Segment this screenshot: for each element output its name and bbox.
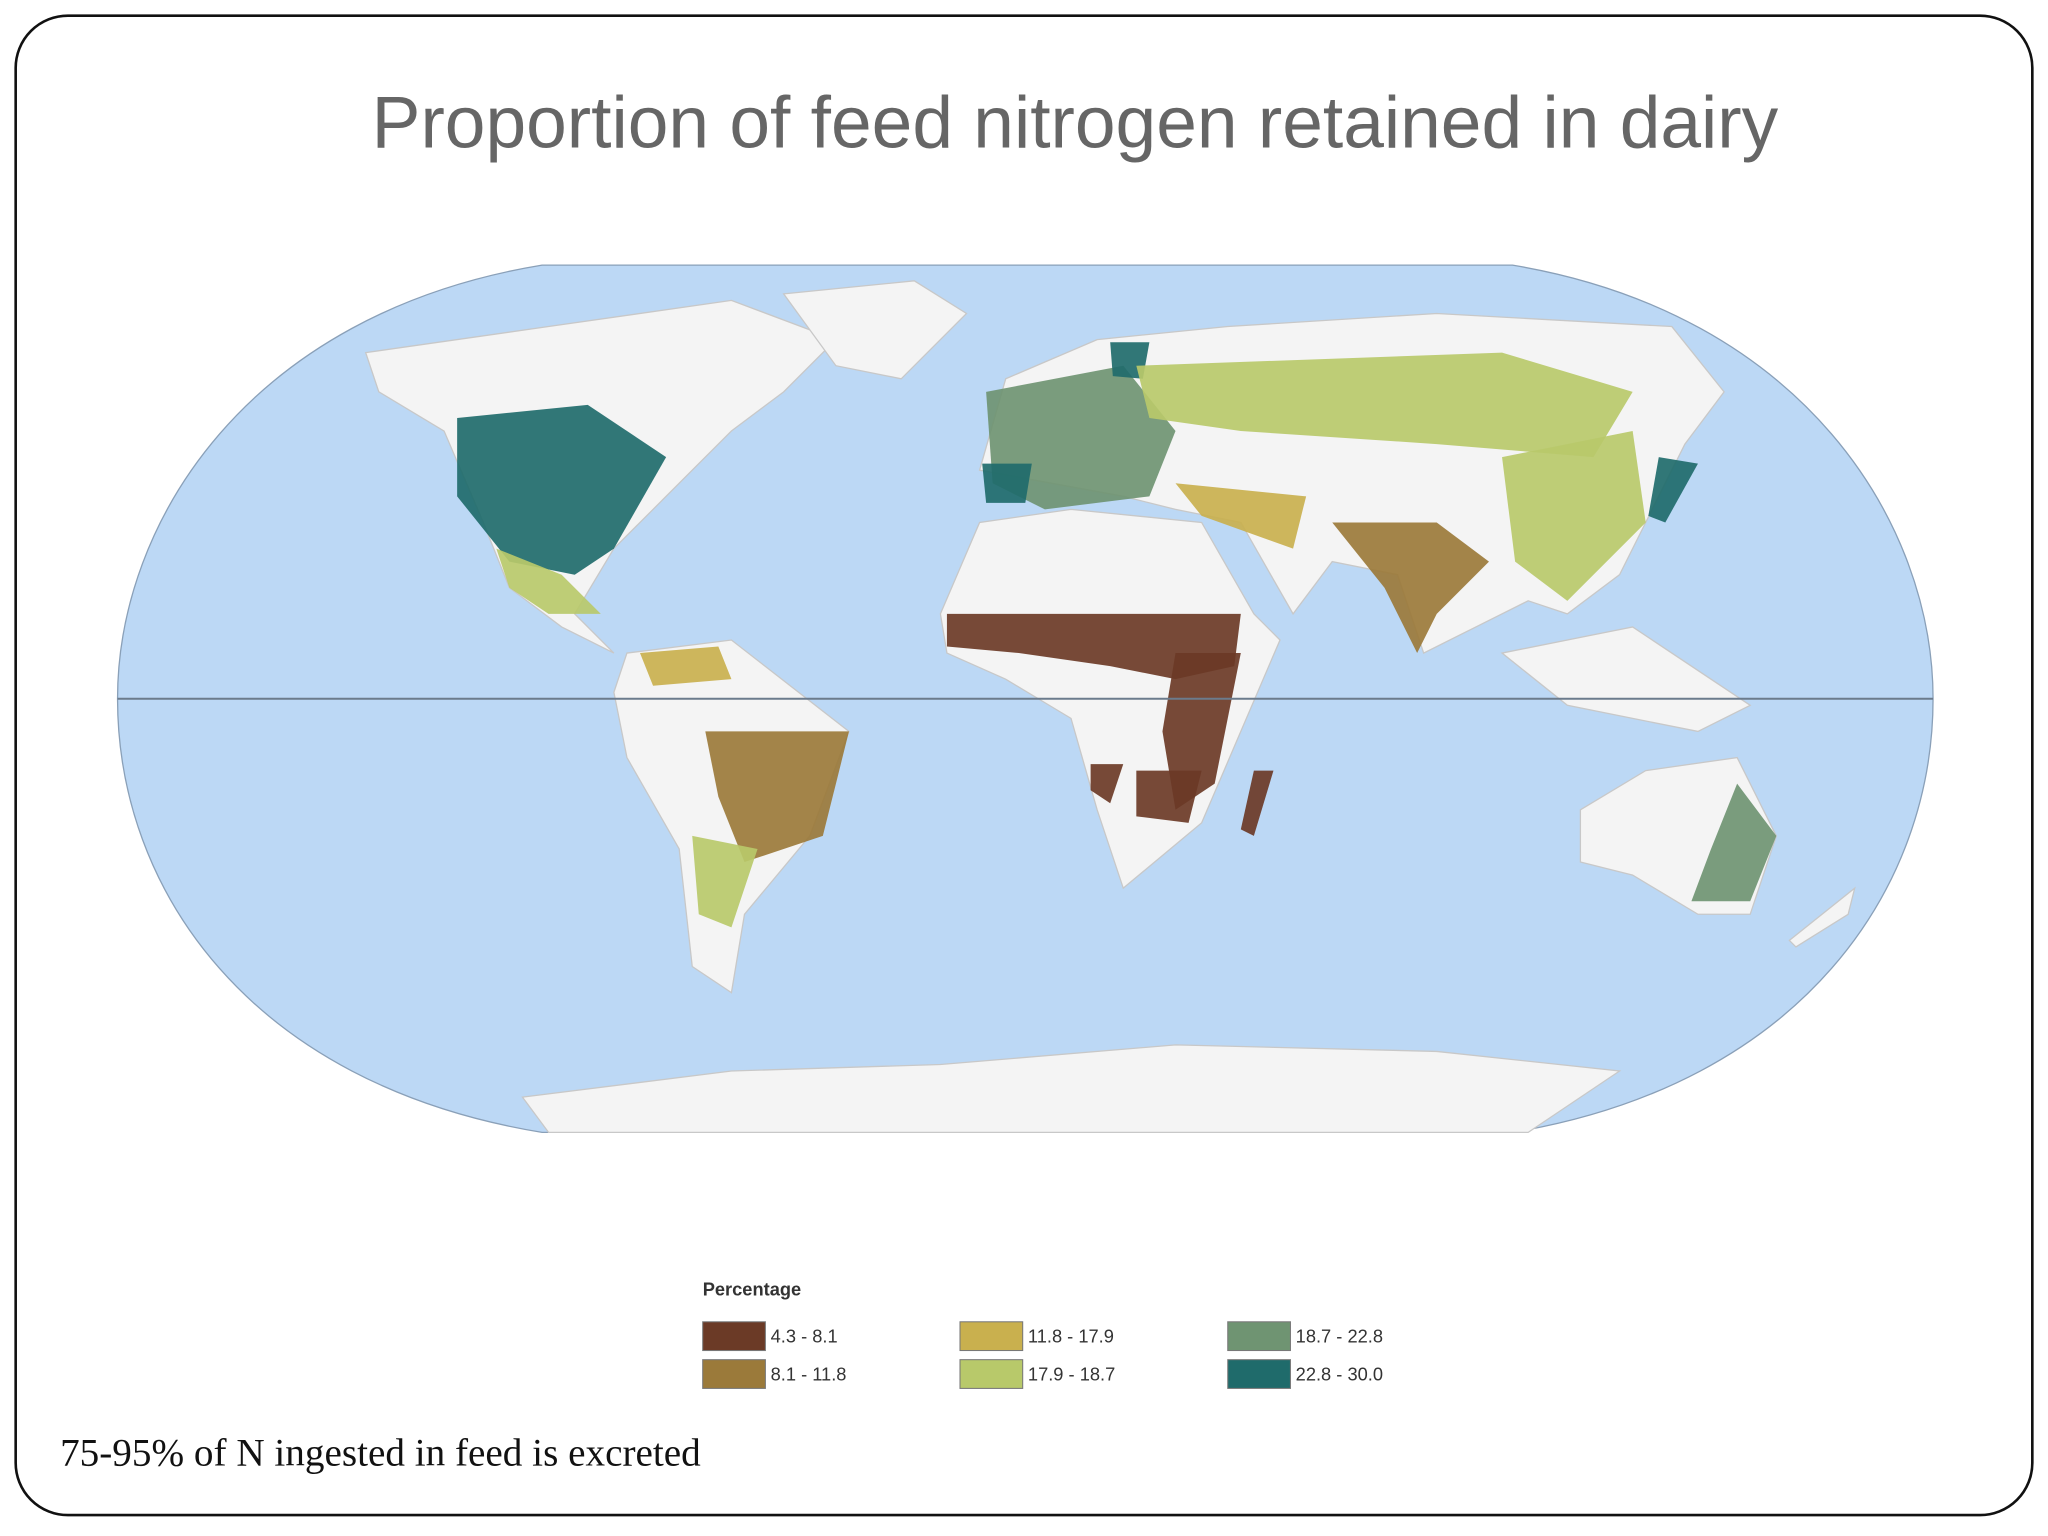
legend-title: Percentage [703,1279,801,1300]
shaded-region [1502,431,1646,601]
shaded-region [982,463,1032,503]
southeast-asia [1500,626,1752,733]
shaded-region [692,835,758,928]
legend: Percentage 4.3 - 8.1 8.1 - 11.8 11.8 - 17.… [702,1279,1383,1389]
new-zealand [1788,886,1856,948]
legend-swatch [1227,1359,1291,1389]
shaded-region [946,613,1241,680]
legend-label: 18.7 - 22.8 [1296,1326,1383,1347]
shaded-region [639,646,732,686]
shaded-region [1691,783,1777,902]
legend-swatch [702,1321,766,1352]
shaded-region [986,365,1176,510]
shaded-region [457,404,667,575]
legend-label: 22.8 - 30.0 [1296,1364,1383,1385]
legend-label: 17.9 - 18.7 [1028,1364,1115,1385]
legend-label: 11.8 - 17.9 [1028,1326,1114,1347]
shaded-region [705,731,849,863]
legend-label: 8.1 - 11.8 [771,1364,847,1385]
shaded-region [1332,522,1489,654]
legend-swatch [1227,1321,1291,1352]
shaded-region [1090,764,1124,804]
legend-swatch [702,1359,766,1389]
shaded-region [1136,352,1633,458]
shaded-region [496,548,601,614]
legend-label: 4.3 - 8.1 [771,1326,838,1347]
legend-swatch [959,1321,1024,1352]
map-regions [457,342,1777,928]
shaded-region [1648,457,1698,523]
shaded-region [1175,483,1307,549]
legend-swatch [959,1359,1024,1389]
slide-content: Proportion of feed nitrogen retained in … [14,14,2034,1517]
world-map [116,264,1934,1134]
greenland [782,280,968,380]
shaded-region [1136,770,1202,823]
shaded-region [1240,770,1274,836]
footnote: 75-95% of N ingested in feed is excreted [60,1431,701,1474]
slide-title: Proportion of feed nitrogen retained in … [372,83,1779,164]
antarctica [521,1044,1622,1134]
